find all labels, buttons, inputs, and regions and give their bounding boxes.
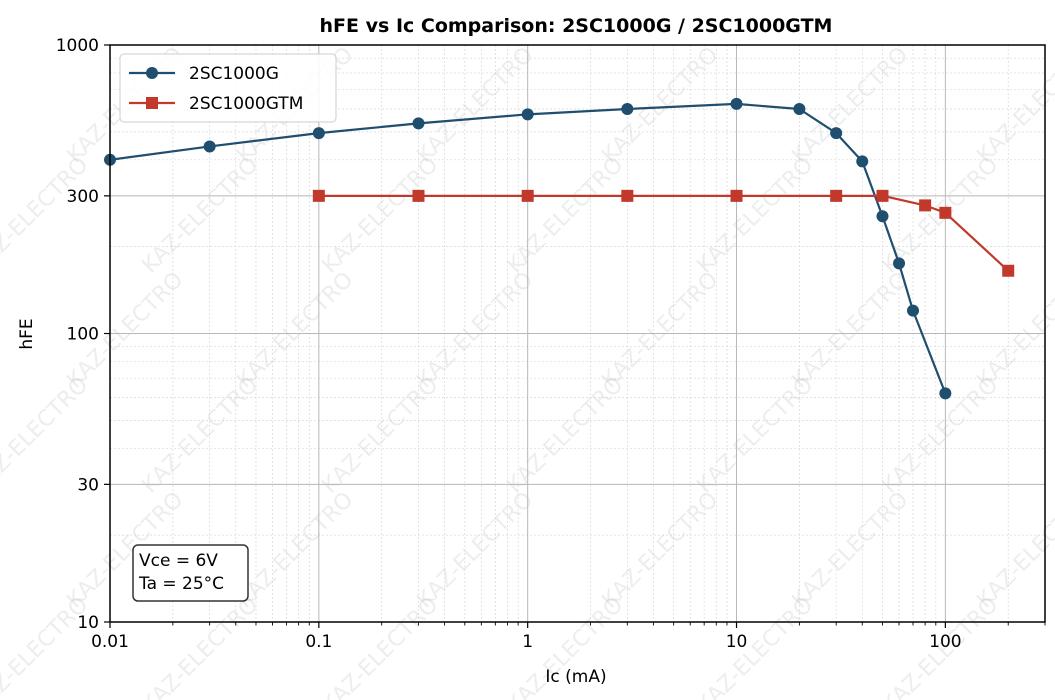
conditions-note-box	[132, 544, 249, 602]
y-tick-label: 100	[67, 325, 99, 345]
data-point-2sc1000g	[412, 117, 425, 130]
data-point-2sc1000gtm	[939, 206, 952, 219]
data-point-2sc1000gtm	[730, 189, 743, 202]
legend-marker-2sc1000g	[146, 67, 158, 79]
x-tick-label: 0.1	[305, 632, 332, 652]
y-axis-label: hFE	[17, 318, 37, 349]
legend-label-2sc1000gtm: 2SC1000GTM	[189, 94, 303, 114]
ticks-layer: 0.01 0.1 1 10 100 10 30 100 300 1000	[56, 36, 1046, 652]
series-line-2sc1000gtm	[318, 194, 1009, 272]
data-point-2sc1000gtm	[621, 189, 634, 202]
data-point-2sc1000g	[730, 97, 743, 110]
conditions-note-vce: Vce = 6V	[139, 551, 218, 571]
legend: 2SC1000G 2SC1000GTM	[119, 53, 337, 123]
data-point-2sc1000gtm	[876, 189, 889, 202]
chart-title: hFE vs Ic Comparison: 2SC1000G / 2SC1000…	[320, 15, 833, 37]
x-axis-label: Ic (mA)	[545, 667, 606, 687]
data-point-2sc1000g	[793, 103, 806, 116]
data-point-2sc1000g	[876, 210, 889, 223]
data-point-2sc1000g	[939, 387, 952, 400]
x-tick-label: 1	[522, 632, 533, 652]
conditions-note-ta: Ta = 25°C	[138, 574, 224, 594]
data-point-2sc1000g	[312, 127, 325, 140]
data-point-2sc1000g	[521, 108, 534, 121]
data-point-2sc1000gtm	[919, 199, 932, 212]
y-tick-label: 10	[77, 613, 99, 633]
legend-label-2sc1000g: 2SC1000G	[189, 64, 279, 84]
x-tick-label: 0.01	[91, 632, 129, 652]
y-tick-label: 300	[67, 187, 99, 207]
data-point-2sc1000gtm	[830, 189, 843, 202]
series-layer	[104, 97, 1015, 400]
data-point-2sc1000gtm	[1002, 264, 1015, 277]
legend-marker-2sc1000gtm	[146, 97, 158, 109]
y-tick-label: 1000	[56, 36, 99, 56]
legend-box	[119, 53, 337, 123]
x-tick-label: 100	[929, 632, 961, 652]
y-tick-label: 30	[77, 475, 99, 495]
conditions-note: Vce = 6V Ta = 25°C	[132, 544, 249, 602]
data-point-2sc1000g	[856, 155, 869, 168]
x-tick-label: 10	[726, 632, 748, 652]
data-point-2sc1000gtm	[312, 189, 325, 202]
data-point-2sc1000g	[907, 304, 920, 317]
data-point-2sc1000g	[893, 257, 906, 270]
data-point-2sc1000g	[621, 103, 634, 116]
data-point-2sc1000g	[830, 127, 843, 140]
data-point-2sc1000g	[203, 140, 216, 153]
data-point-2sc1000gtm	[412, 189, 425, 202]
data-point-2sc1000gtm	[521, 189, 534, 202]
series-line-2sc1000g	[109, 102, 947, 394]
